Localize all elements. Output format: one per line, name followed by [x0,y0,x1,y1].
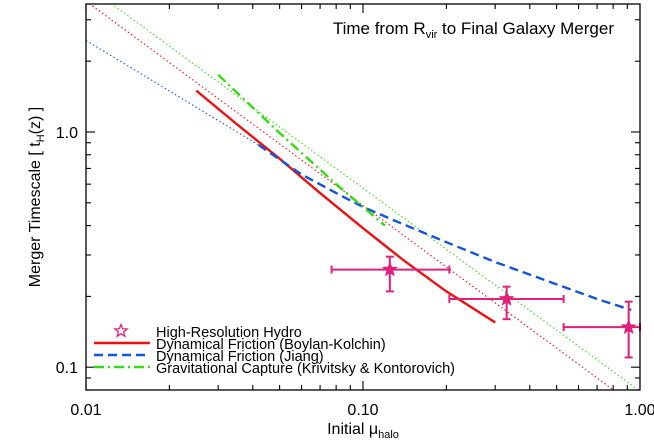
y-tick-label: 0.1 [56,360,78,377]
y-tick-label: 1.0 [56,125,78,142]
legend-item-boylan-kolchin: Dynamical Friction (Boylan-Kolchin) [94,337,386,353]
axis-ticks: 0.01 0.10 1.00 0.1 1.0 [56,4,654,419]
legend-label: Gravitational Capture (Krivitsky & Konto… [156,361,455,377]
chart-title-subscript: vir [426,29,438,41]
chart-title: Time from Rvir to Final Galaxy Merger [333,19,614,41]
star-marker [381,261,398,277]
chart-title-tail: to Final Galaxy Merger [437,19,614,38]
x-tick-label: 1.00 [624,402,654,419]
hydro-point-3 [562,300,641,359]
x-tick-label: 0.01 [70,402,101,419]
series-line-jiang [257,144,632,312]
star-marker [498,290,515,306]
legend-item-jiang: Dynamical Friction (Jiang) [94,349,324,365]
series-line-boylan-kolchin [195,89,496,324]
y-axis-label: Merger Timescale [ tH(z) ] [27,107,47,287]
series-lines [195,73,632,324]
extrapolation-line-2 [86,39,259,146]
star-marker [620,318,637,334]
legend-label: High-Resolution Hydro [156,325,302,341]
star-icon [113,322,129,338]
hydro-points [330,255,641,359]
legend-item-krivitsky-kontorovich: Gravitational Capture (Krivitsky & Konto… [94,361,455,377]
x-tick-label: 0.10 [347,402,378,419]
hydro-point-1 [330,255,451,293]
hydro-point-2 [448,285,565,321]
series-line-krivitsky-kontorovich [217,73,386,227]
x-axis-label: Initial μhalo [327,421,399,441]
legend-label: Dynamical Friction (Boylan-Kolchin) [156,337,386,353]
legend-label: Dynamical Friction (Jiang) [156,349,324,365]
legend-item-hydro: High-Resolution Hydro [113,322,302,341]
